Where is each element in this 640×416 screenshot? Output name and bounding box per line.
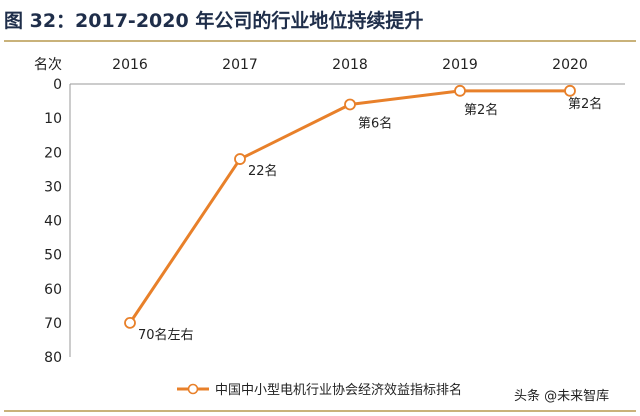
data-point [234,153,246,165]
y-tick-label: 40 [44,214,62,230]
axes: 名次 [34,57,625,357]
x-tick-label: 2019 [442,57,478,73]
legend-marker [187,383,199,395]
data-label: 22名 [248,163,278,179]
x-tick-label: 2020 [552,57,588,73]
y-tick-label: 30 [44,179,62,195]
y-tick-label: 70 [44,316,62,332]
series-line [128,89,570,324]
y-axis-label: 名次 [34,57,62,73]
y-tick-label: 50 [44,248,62,264]
y-tick-label: 10 [44,111,62,127]
y-tick-label: 60 [44,282,62,298]
x-tick-label: 2017 [222,57,258,73]
legend: 中国中小型电机行业协会经济效益指标排名 [177,382,462,398]
data-point [344,98,356,111]
y-tick-label: 20 [44,145,62,161]
data-point [454,84,466,97]
footer-divider [4,410,636,412]
title-divider [4,40,636,42]
y-tick-label: 0 [53,77,62,93]
watermark: 头条 @未来智库 [514,389,610,404]
data-label: 70名左右 [138,327,194,343]
data-label: 第2名 [568,96,602,112]
x-tick-labels: 2016 2017 2018 2019 2020 [112,57,588,73]
y-tick-label: 80 [44,350,62,366]
chart-title: 图 32：2017-2020 年公司的行业地位持续提升 [4,10,424,32]
data-point [124,316,136,329]
x-tick-label: 2018 [332,57,368,73]
y-tick-labels: 0 10 20 30 40 50 60 70 80 [44,77,62,366]
legend-label: 中国中小型电机行业协会经济效益指标排名 [215,382,462,398]
data-label: 第2名 [464,102,498,118]
x-tick-label: 2016 [112,57,148,73]
series-layer: 70名左右 22名 第6名 第2名 第2名 [124,84,602,343]
data-point [564,84,576,97]
data-label: 第6名 [358,115,392,131]
